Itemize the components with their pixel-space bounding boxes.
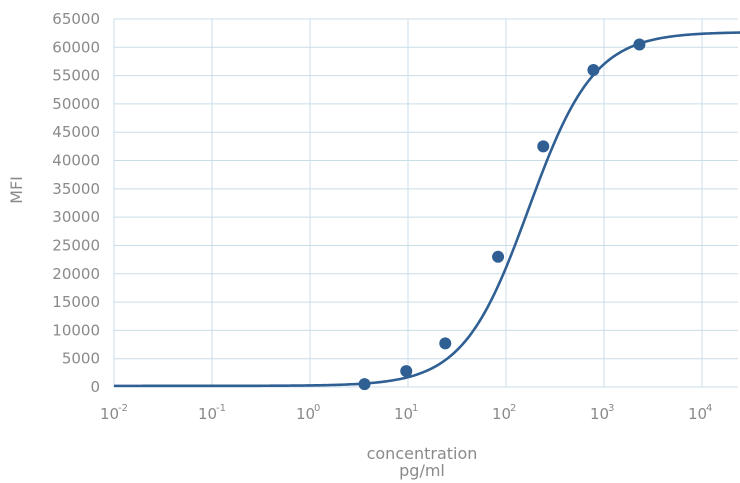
y-tick-label: 5000 — [62, 350, 100, 368]
svg-text:2: 2 — [510, 403, 516, 414]
y-tick-label: 0 — [90, 378, 100, 396]
data-point — [537, 140, 550, 153]
fitted-curve — [114, 31, 740, 388]
data-point — [439, 337, 452, 350]
y-axis-ticks: 0 5000 10000 15000 20000 25000 30000 35000 40000… — [52, 10, 100, 396]
svg-text:1: 1 — [412, 403, 418, 414]
data-point — [633, 38, 646, 51]
data-point — [400, 365, 413, 378]
y-tick-label: 20000 — [52, 265, 100, 283]
y-tick-label: 15000 — [52, 293, 100, 311]
svg-text:10: 10 — [590, 405, 609, 423]
svg-text:0: 0 — [314, 403, 320, 414]
y-tick-label: 10000 — [52, 321, 100, 339]
svg-text:10: 10 — [198, 405, 217, 423]
y-tick-label: 40000 — [52, 152, 100, 170]
x-axis-unit: pg/ml — [399, 461, 445, 480]
svg-text:4: 4 — [706, 403, 712, 414]
grid — [113, 18, 738, 388]
svg-text:10: 10 — [394, 405, 413, 423]
y-tick-label: 50000 — [52, 95, 100, 113]
x-tick-label: 10-1 — [198, 403, 226, 423]
svg-text:-2: -2 — [118, 403, 128, 414]
x-tick-label: 102 — [492, 403, 516, 423]
data-point — [587, 63, 600, 76]
svg-text:10: 10 — [492, 405, 511, 423]
y-tick-label: 30000 — [52, 208, 100, 226]
y-axis-label: MFI — [7, 176, 26, 204]
y-tick-label: 55000 — [52, 67, 100, 85]
svg-text:3: 3 — [608, 403, 614, 414]
data-points — [358, 38, 646, 391]
svg-text:10: 10 — [296, 405, 315, 423]
x-tick-label: 100 — [296, 403, 320, 423]
svg-text:10: 10 — [100, 405, 119, 423]
x-tick-label: 10-2 — [100, 403, 128, 423]
data-point — [358, 378, 371, 391]
svg-text:10: 10 — [688, 405, 707, 423]
y-tick-label: 45000 — [52, 123, 100, 141]
x-tick-label: 104 — [688, 403, 712, 423]
y-tick-label: 65000 — [52, 10, 100, 28]
x-axis-ticks: 10-2 10-1 100 101 102 103 104 — [100, 403, 712, 423]
y-tick-label: 60000 — [52, 38, 100, 56]
x-tick-label: 101 — [394, 403, 418, 423]
svg-text:-1: -1 — [216, 403, 226, 414]
x-tick-label: 103 — [590, 403, 614, 423]
y-tick-label: 25000 — [52, 236, 100, 254]
y-tick-label: 35000 — [52, 180, 100, 198]
data-point — [492, 250, 505, 263]
x-axis-label: concentration — [367, 444, 478, 463]
